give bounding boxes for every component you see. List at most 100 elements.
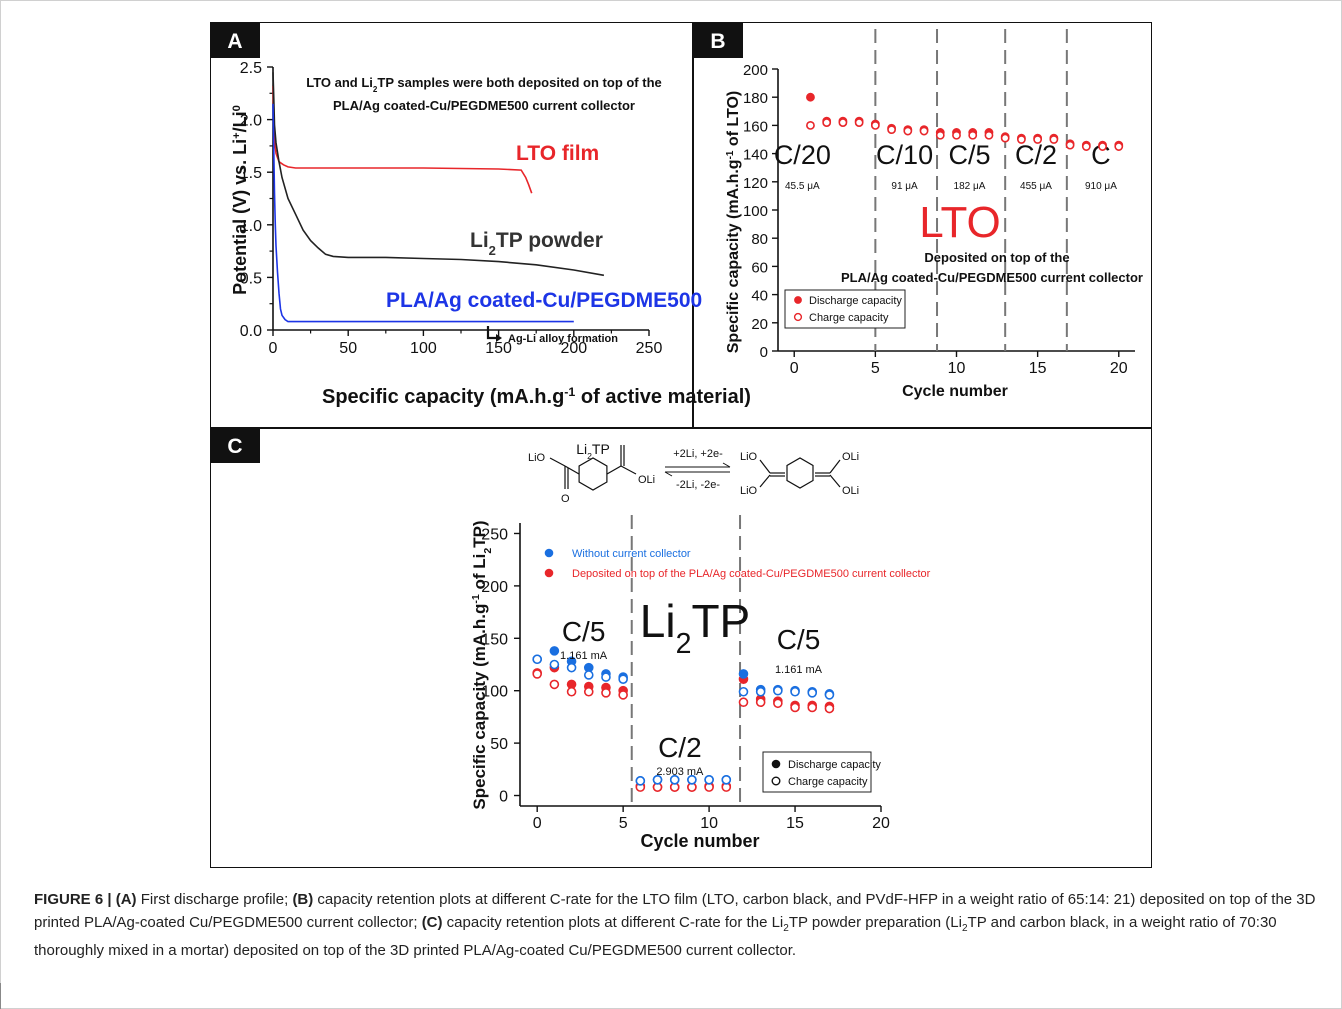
figure-caption: FIGURE 6 | (A) First discharge profile; …	[34, 889, 1324, 963]
center-label-li2tp-part: 2	[676, 628, 692, 660]
y-tick-label: 160	[743, 118, 768, 135]
data-point-charge	[887, 125, 896, 135]
rate-current-label: 1.161 mA	[775, 664, 823, 676]
arrowhead	[664, 471, 673, 477]
legend-box	[762, 751, 872, 793]
annotation-1-part: 2	[373, 85, 378, 94]
y-tick-label: 120	[743, 175, 768, 192]
data-point	[738, 686, 749, 697]
scheme-reactant-label-part: TP	[592, 441, 610, 457]
chart-a: A 0 50 100 150 200 250 0.0 0.5 1.0 1.5 2.0 2.5 Specif…	[210, 22, 751, 408]
scheme-atom: OLi	[842, 485, 859, 497]
rate-current-label: 455 μA	[1020, 181, 1052, 192]
data-point	[773, 685, 783, 696]
y-tick-label: 0	[499, 789, 508, 806]
x-tick-label: 10	[948, 360, 966, 377]
arrowhead	[722, 462, 731, 468]
rate-current-label: 182 μA	[954, 181, 986, 192]
data-point-charge	[984, 130, 994, 140]
data-point-charge	[903, 126, 913, 136]
x-axis-title: Cycle number	[640, 831, 759, 851]
x-tick-label: 5	[619, 815, 628, 832]
data-point	[687, 774, 697, 785]
series-line-0	[272, 85, 533, 194]
y-tick-label: 1.5	[240, 165, 262, 182]
scheme-atom: LiO	[740, 451, 758, 463]
y-tick-label: 0	[760, 344, 768, 361]
caption-c-label: (C)	[421, 913, 443, 931]
bond	[829, 474, 841, 488]
data-point	[669, 774, 680, 785]
y-axis-title-part: 2	[482, 548, 494, 554]
data-point-charge	[952, 130, 961, 140]
series-label-pla: PLA/Ag coated-Cu/PEGDME500	[386, 289, 702, 312]
x-tick-label: 0	[533, 815, 542, 832]
note-line-2: PLA/Ag coated-Cu/PEGDME500 current colle…	[841, 270, 1143, 285]
y-axis-title-part: -1	[470, 594, 482, 604]
data-point-charge	[1098, 142, 1107, 151]
panel-label: B	[710, 30, 725, 53]
legend-marker-discharge	[771, 759, 781, 769]
data-point	[618, 674, 628, 684]
rate-label: C/20	[774, 140, 831, 170]
rate-label: C/2	[1015, 140, 1057, 170]
rate-label: C/5	[948, 140, 990, 170]
data-point-charge	[806, 121, 815, 130]
x-axis-title-part: Specific capacity (mA.h.g	[322, 386, 564, 408]
panel-divider-vertical	[692, 23, 694, 427]
scheme-reverse-label: -2Li, -2e-	[676, 479, 720, 491]
bond	[606, 465, 622, 475]
y-axis-title-part: 0	[231, 105, 243, 111]
data-point-charge	[919, 126, 929, 136]
data-point	[738, 669, 749, 679]
y-axis-title-part: of LTO)	[725, 91, 742, 151]
rate-label: C/5	[777, 624, 821, 655]
panel-label: C	[227, 435, 242, 458]
rate-current-label: 910 μA	[1085, 181, 1117, 192]
y-tick-label: 200	[481, 579, 508, 596]
annotation-arrow	[486, 326, 498, 340]
y-tick-label: 0.0	[240, 323, 262, 340]
caption-subscript: 2	[783, 922, 789, 934]
center-label-lto: LTO	[919, 198, 1001, 247]
annotation-1: LTO and Li2TP samples were both deposite…	[306, 75, 662, 94]
series-label-li2tp-part: Li	[470, 229, 489, 252]
y-tick-label: 2.0	[240, 113, 262, 130]
data-point-charge	[838, 118, 848, 127]
data-point	[755, 697, 766, 708]
data-point	[807, 687, 818, 698]
scheme-reactant-label: Li2TP	[576, 441, 610, 461]
y-axis-title-part: Specific capacity (mA.h.g	[470, 604, 489, 810]
data-point-charge	[1033, 135, 1043, 144]
data-point	[790, 686, 800, 697]
y-axis-title-part: Specific capacity (mA.h.g	[725, 159, 742, 353]
series-label-li2tp-part: 2	[489, 243, 496, 258]
series-line-1	[272, 72, 605, 277]
y-axis-title-part: TP)	[470, 520, 489, 547]
scheme-reactant-label-part: 2	[587, 451, 592, 461]
data-point	[583, 670, 594, 680]
y-tick-label: 180	[743, 90, 768, 107]
data-point-charge	[935, 130, 945, 140]
panel-label-box	[693, 22, 743, 58]
panel-divider-horizontal	[211, 427, 1151, 429]
x-axis-title-part: of active material)	[575, 386, 751, 408]
caption-a-text: First discharge profile;	[136, 891, 293, 908]
caption-c-text-1: capacity retention plots at different C-…	[442, 913, 784, 931]
annotation-1-part: TP samples were both deposited on top of…	[377, 75, 661, 90]
rate-current-label: 1.161 mA	[560, 650, 608, 662]
data-point	[566, 686, 577, 697]
y-tick-label: 0.5	[240, 270, 262, 287]
scheme-atom: O	[561, 493, 570, 505]
caption-figure-label: FIGURE 6 |	[34, 891, 112, 908]
data-point	[601, 687, 611, 698]
data-point-charge	[1000, 133, 1010, 143]
caption-b-label: (B)	[292, 891, 314, 908]
scheme-forward-label: +2Li, +2e-	[673, 448, 723, 460]
x-tick-label: 0	[269, 340, 278, 357]
y-axis-title-part: +	[231, 132, 243, 139]
data-point	[601, 672, 611, 682]
annotation-3: Ag-Li alloy formation	[508, 333, 618, 345]
legend-label: Discharge capacity	[788, 759, 881, 771]
